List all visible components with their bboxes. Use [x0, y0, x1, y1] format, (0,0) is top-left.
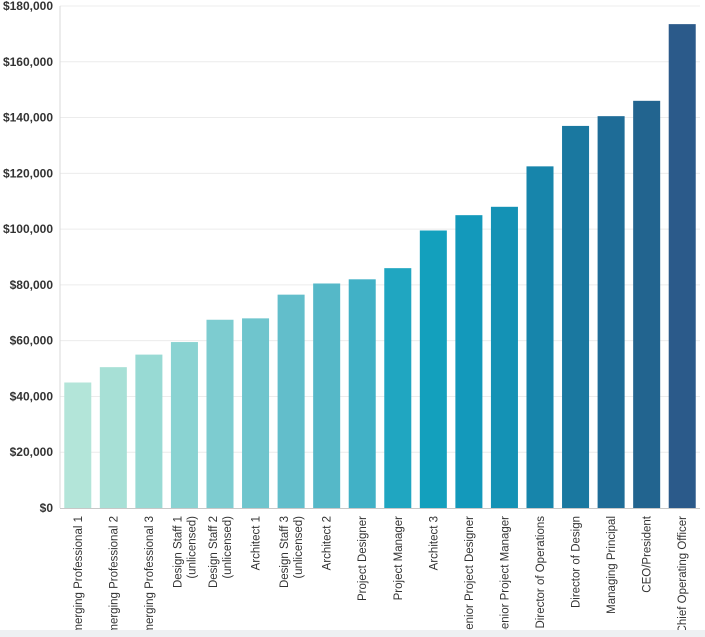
bar [348, 279, 376, 508]
x-category-label-line: Design Staff 2 [208, 516, 220, 588]
x-category-label-line: Emerging Professional 2 [108, 516, 120, 630]
x-category-label-line: Architect 3 [428, 516, 440, 570]
footer-strip [0, 630, 705, 637]
x-category-label-line: Emerging Professional 1 [73, 516, 85, 630]
y-tick-label: $40,000 [10, 389, 54, 403]
x-category-label-line: Director of Design [571, 516, 583, 608]
bar [384, 268, 412, 508]
bar [277, 294, 305, 508]
x-category-label-line: Chief Operating Officer [677, 516, 689, 630]
x-category-label-line: (unlicensed) [186, 516, 198, 579]
x-category-label: Senior Project Designer [464, 516, 476, 630]
x-category-label: Design Staff 1 (unlicensed) [172, 516, 198, 588]
x-category-label-line: Senior Project Designer [464, 516, 476, 630]
x-category-label-line: Senior Project Manager [499, 516, 511, 630]
x-category-label: Design Staff 3 (unlicensed) [279, 516, 305, 588]
x-category-label: Director of Operations [535, 516, 547, 629]
gridlines [60, 5, 700, 453]
bar [455, 215, 483, 509]
y-tick-label: $0 [40, 501, 54, 515]
bar [206, 319, 234, 508]
bar [668, 24, 696, 508]
x-category-label-line: Design Staff 3 [279, 516, 291, 588]
x-category-label: Emerging Professional 2 [108, 516, 120, 630]
x-category-label-line: (unlicensed) [293, 516, 305, 579]
bar [135, 354, 163, 508]
y-axis-ticks: $0 $20,000 $40,000 $60,000 $80,000 $100,000 $1… [3, 0, 53, 515]
x-category-label-line: Project Designer [357, 516, 369, 601]
x-category-label: Architect 3 [428, 516, 440, 570]
y-tick-label: $160,000 [3, 55, 53, 69]
x-category-label-line: (unlicensed) [222, 516, 234, 579]
x-category-label: Design Staff 2 (unlicensed) [208, 516, 234, 588]
x-category-label: Director of Design [571, 516, 583, 608]
bar [526, 166, 554, 509]
bar [597, 116, 625, 508]
x-category-label: Project Manager [393, 516, 405, 601]
bar [170, 342, 198, 508]
x-category-label-line: Project Manager [393, 516, 405, 601]
x-category-label: Project Designer [357, 516, 369, 601]
x-axis-labels: Emerging Professional 1 Emerging Professi… [73, 515, 689, 630]
x-category-label-line: Director of Operations [535, 516, 547, 629]
x-category-label-line: Emerging Professional 3 [144, 516, 156, 630]
bar [562, 125, 590, 509]
bars [64, 24, 696, 509]
x-category-label: Emerging Professional 1 [73, 516, 85, 630]
y-tick-label: $60,000 [10, 334, 54, 348]
bar [242, 318, 270, 508]
x-category-label: CEO/President [642, 515, 654, 593]
y-tick-label: $100,000 [3, 222, 53, 236]
bar [490, 206, 518, 509]
x-category-label-line: Managing Principal [606, 516, 618, 614]
y-tick-label: $180,000 [3, 0, 53, 13]
x-category-label-line: Architect 2 [322, 516, 334, 570]
x-category-label: Emerging Professional 3 [144, 516, 156, 630]
y-tick-label: $140,000 [3, 111, 53, 125]
x-category-label-line: Architect 1 [251, 516, 263, 570]
y-tick-label: $80,000 [10, 278, 54, 292]
x-category-label: Architect 2 [322, 516, 334, 570]
bar [419, 230, 447, 508]
bar [633, 100, 661, 508]
x-category-label: Senior Project Manager [499, 516, 511, 630]
x-category-label-line: CEO/President [642, 515, 654, 593]
x-category-label: Architect 1 [251, 516, 263, 570]
bar [313, 283, 341, 508]
bar [99, 367, 127, 508]
bar [64, 382, 92, 508]
x-category-label: Chief Operating Officer [677, 516, 689, 630]
x-category-label-line: Design Staff 1 [172, 516, 184, 588]
y-tick-label: $20,000 [10, 445, 54, 459]
y-tick-label: $120,000 [3, 166, 53, 180]
x-category-label: Managing Principal [606, 516, 618, 614]
